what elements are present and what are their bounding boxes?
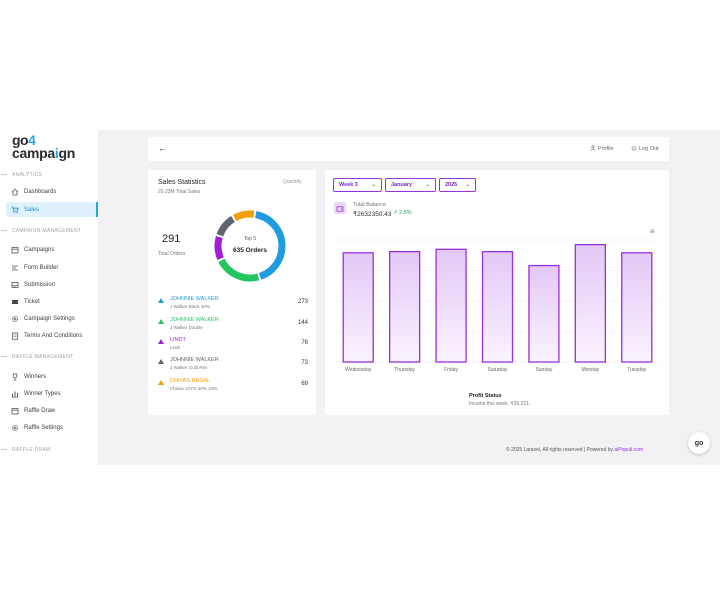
profit-bar-chart: Wednesday Thursday Friday Saturday Sunday Mon… bbox=[335, 239, 660, 373]
trend-up-icon: ↗ bbox=[393, 210, 398, 216]
section-raffle-draw: RAFFLE DRAW bbox=[0, 447, 98, 453]
triangle-icon bbox=[158, 298, 164, 303]
sidebar-item-terms[interactable]: Terms And Conditions bbox=[6, 328, 96, 343]
donut-segment bbox=[216, 215, 235, 237]
calendar-icon bbox=[11, 407, 19, 415]
document-icon bbox=[11, 332, 19, 340]
donut-segment bbox=[254, 211, 286, 280]
logo[interactable]: go4 campaign bbox=[12, 132, 75, 161]
trophy-icon bbox=[11, 373, 19, 381]
donut-segment bbox=[232, 210, 255, 222]
orders-donut-chart bbox=[214, 210, 286, 282]
inbox-icon bbox=[11, 281, 19, 289]
hamburger-menu-icon[interactable]: ≡ bbox=[650, 227, 655, 236]
year-select[interactable]: 2025 ⌄ bbox=[439, 178, 476, 192]
sidebar-item-ticket[interactable]: Ticket bbox=[6, 294, 96, 309]
donut-center-label: 635 Orders bbox=[233, 247, 267, 254]
profit-status-subtitle: Income this week: ₹26,321. bbox=[469, 401, 531, 407]
sidebar-item-submission[interactable]: Submission bbox=[6, 277, 96, 292]
bar-tuesday bbox=[621, 252, 653, 363]
month-select[interactable]: January ⌄ bbox=[385, 178, 436, 192]
x-tick-label: Sunday bbox=[535, 367, 552, 373]
top-bar: ← Profile Log Out bbox=[148, 137, 669, 161]
chat-widget-button[interactable]: go bbox=[688, 432, 710, 454]
x-tick-label: Thursday bbox=[394, 367, 415, 373]
section-analytics: ANALYTICS bbox=[0, 172, 98, 178]
sidebar-item-campaign-settings[interactable]: Campaign Settings bbox=[6, 311, 96, 326]
x-tick-label: Monday bbox=[581, 367, 599, 373]
sidebar-item-raffle-draw[interactable]: Raffle Draw bbox=[6, 403, 96, 418]
x-tick-label: Wednesday bbox=[345, 367, 372, 373]
sales-statistics-card: Sales Statistics 20.23M Total Sales Quan… bbox=[148, 170, 316, 415]
bar-monday bbox=[574, 243, 607, 363]
stats-title: Sales Statistics bbox=[158, 179, 206, 186]
quantity-label: Quantity bbox=[283, 179, 302, 185]
product-row: LINDT Lindt 76 bbox=[158, 336, 308, 354]
x-tick-label: Tuesday bbox=[627, 367, 646, 373]
sidebar-item-form-builder[interactable]: Form Builder bbox=[6, 260, 96, 275]
section-campaign-management: CAMPAIGN MANAGEMENT bbox=[0, 228, 98, 234]
user-icon bbox=[590, 145, 596, 153]
total-orders-value: 291 bbox=[162, 233, 181, 245]
gear-icon bbox=[11, 315, 19, 323]
total-balance-value: ₹2632350.43 bbox=[353, 211, 392, 218]
section-raffle-management: RAFFLE MANAGEMENT bbox=[0, 354, 98, 360]
sidebar-item-winners[interactable]: Winners bbox=[6, 369, 96, 384]
triangle-icon bbox=[158, 359, 164, 364]
sidebar-item-winner-types[interactable]: Winner Types bbox=[6, 386, 96, 401]
logout-link[interactable]: Log Out bbox=[631, 145, 659, 153]
balance-card: Week 3 ⌄ January ⌄ 2025 ⌄ Total Balance ₹26… bbox=[325, 170, 669, 415]
wallet-icon bbox=[334, 202, 346, 214]
donut-segment bbox=[214, 235, 224, 261]
bar-wednesday bbox=[342, 252, 374, 363]
balance-change: ↗ 2.5% bbox=[393, 210, 412, 216]
gear-icon bbox=[11, 424, 19, 432]
footer-link[interactable]: aiPopuli.com bbox=[614, 447, 644, 453]
home-icon bbox=[11, 188, 19, 196]
bar-chart-icon bbox=[11, 390, 19, 398]
app-shell: go4 campaign ANALYTICS Dashboards Sales … bbox=[0, 130, 720, 465]
donut-top-label: Top 5 bbox=[243, 236, 257, 242]
product-row: JOHNNIE WALKER J Walker Black 40% 273 bbox=[158, 295, 308, 313]
bar-sunday bbox=[528, 264, 560, 363]
triangle-icon bbox=[158, 319, 164, 324]
bar-friday bbox=[435, 248, 467, 363]
profit-status-title: Profit Status bbox=[469, 393, 502, 399]
ticket-icon bbox=[11, 298, 19, 306]
triangle-icon bbox=[158, 339, 164, 344]
x-tick-label: Friday bbox=[444, 367, 458, 373]
product-row: JOHNNIE WALKER J Walker Double 144 bbox=[158, 316, 308, 334]
profile-link[interactable]: Profile bbox=[590, 145, 614, 153]
donut-segment bbox=[218, 258, 260, 282]
cart-icon bbox=[11, 206, 19, 214]
x-tick-label: Saturday bbox=[487, 367, 508, 373]
sidebar-item-sales[interactable]: Sales bbox=[6, 202, 98, 217]
calendar-icon bbox=[11, 246, 19, 254]
triangle-icon bbox=[158, 380, 164, 385]
chevron-down-icon: ⌄ bbox=[464, 182, 470, 188]
total-balance-label: Total Balance bbox=[353, 202, 387, 208]
sidebar-item-dashboards[interactable]: Dashboards bbox=[6, 184, 96, 199]
footer: © 2025 Laravel, All rights reserved | Po… bbox=[506, 447, 644, 453]
chevron-down-icon: ⌄ bbox=[424, 182, 430, 188]
stats-subtitle: 20.23M Total Sales bbox=[158, 189, 201, 195]
sidebar-item-raffle-settings[interactable]: Raffle Settings bbox=[6, 420, 96, 435]
back-arrow-icon[interactable]: ← bbox=[158, 143, 167, 153]
sidebar: go4 campaign ANALYTICS Dashboards Sales … bbox=[0, 130, 98, 465]
chevron-down-icon: ⌄ bbox=[370, 182, 376, 188]
power-icon bbox=[631, 145, 637, 153]
bar-thursday bbox=[388, 250, 421, 363]
product-row: CHIVAS REGAL Chivas 12YO 40% 100c 69 bbox=[158, 377, 308, 395]
sidebar-item-campaigns[interactable]: Campaigns bbox=[6, 242, 96, 257]
total-orders-label: Total Orders bbox=[158, 251, 186, 257]
form-icon bbox=[11, 264, 19, 272]
product-row: JOHNNIE WALKER J Walker Gold Res 73 bbox=[158, 356, 308, 374]
bar-saturday bbox=[481, 250, 514, 363]
week-select[interactable]: Week 3 ⌄ bbox=[333, 178, 382, 192]
